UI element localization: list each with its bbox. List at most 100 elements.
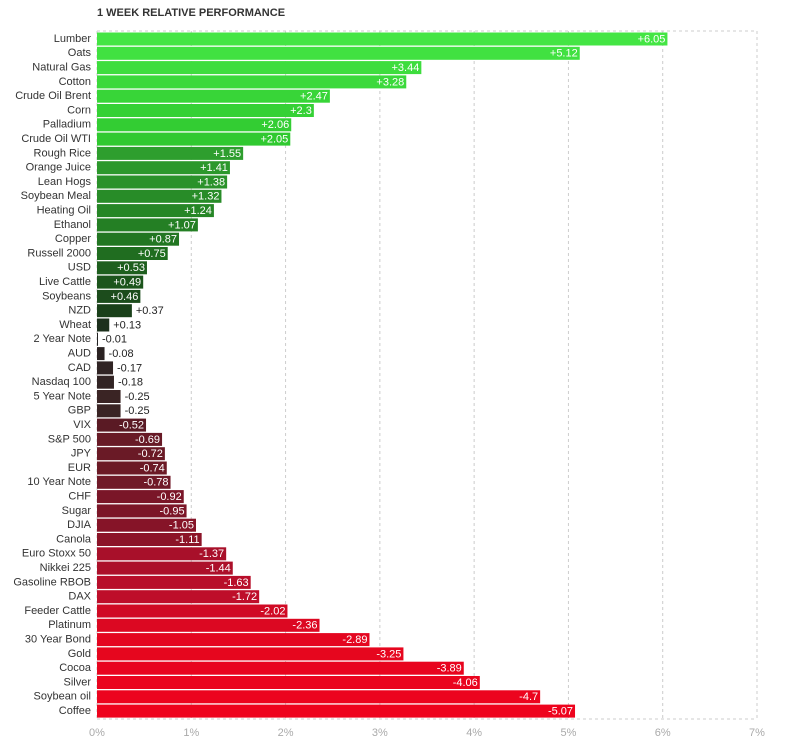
value-label: -0.25 <box>125 391 150 403</box>
value-label: -3.25 <box>376 648 401 660</box>
value-label: +0.53 <box>117 262 145 274</box>
category-label: CHF <box>68 491 91 503</box>
bar <box>97 490 184 504</box>
value-label: -0.52 <box>119 420 144 432</box>
bar <box>97 547 227 561</box>
value-label: -0.18 <box>118 377 143 389</box>
bar <box>97 633 370 647</box>
bar <box>97 118 292 132</box>
category-label: AUD <box>68 348 91 360</box>
value-label: +5.12 <box>550 48 578 60</box>
category-label: Coffee <box>59 705 91 717</box>
value-label: +2.47 <box>300 91 328 103</box>
category-label: Heating Oil <box>37 205 91 217</box>
bar <box>97 361 114 375</box>
category-label: EUR <box>68 462 91 474</box>
bar <box>97 475 171 489</box>
bar <box>97 89 330 103</box>
value-label: +1.07 <box>168 219 196 231</box>
category-label: Corn <box>67 104 91 116</box>
bar <box>97 375 114 389</box>
category-label: Oats <box>68 47 92 59</box>
bar <box>97 704 576 718</box>
bar <box>97 604 288 618</box>
value-label: +3.28 <box>376 76 404 88</box>
value-label: +0.46 <box>111 291 139 303</box>
category-label: Crude Oil Brent <box>15 90 91 102</box>
category-label: Ethanol <box>54 219 91 231</box>
value-label: +0.13 <box>113 319 141 331</box>
bar <box>97 390 121 403</box>
bar <box>97 218 198 232</box>
x-tick-label: 7% <box>749 727 765 739</box>
value-label: -2.36 <box>292 620 317 632</box>
value-label: -1.72 <box>232 591 257 603</box>
x-tick-label: 3% <box>372 727 388 739</box>
category-label: Palladium <box>43 119 91 131</box>
bar <box>97 189 222 203</box>
category-label: Live Cattle <box>39 276 91 288</box>
value-label: -3.89 <box>437 663 462 675</box>
category-label: Feeder Cattle <box>24 605 91 617</box>
category-label: Canola <box>56 533 92 545</box>
value-label: -0.92 <box>157 491 182 503</box>
value-label: +0.49 <box>113 277 141 289</box>
category-label: S&P 500 <box>48 433 91 445</box>
value-label: +1.32 <box>192 191 220 203</box>
bar <box>97 204 214 218</box>
value-label: -0.78 <box>143 477 168 489</box>
value-label: -1.63 <box>224 577 249 589</box>
bar <box>97 75 407 89</box>
bar <box>97 575 251 589</box>
category-label: NZD <box>68 305 91 317</box>
value-label: +1.55 <box>213 148 241 160</box>
category-label: Gasoline RBOB <box>13 576 91 588</box>
bar <box>97 289 141 303</box>
bar <box>97 347 105 361</box>
bar <box>97 247 168 260</box>
bar <box>97 647 404 661</box>
bar <box>97 618 320 632</box>
bar <box>97 46 580 60</box>
bar <box>97 533 202 546</box>
category-label: Gold <box>68 648 91 660</box>
bar <box>97 332 98 346</box>
category-label: Soybean Meal <box>21 190 91 202</box>
x-tick-label: 5% <box>560 727 576 739</box>
bar <box>97 61 422 75</box>
category-label: Euro Stoxx 50 <box>22 548 91 560</box>
value-label: +0.37 <box>136 305 164 317</box>
bar <box>97 561 233 575</box>
category-label: 30 Year Bond <box>25 634 91 646</box>
bar <box>97 690 541 704</box>
category-label: Soybean oil <box>34 691 92 703</box>
value-label: +1.41 <box>200 162 228 174</box>
bar <box>97 518 196 532</box>
value-label: -2.89 <box>342 634 367 646</box>
x-tick-label: 4% <box>466 727 482 739</box>
x-tick-label: 0% <box>89 727 105 739</box>
value-label: -0.08 <box>109 348 134 360</box>
category-label: Nikkei 225 <box>40 562 91 574</box>
value-label: -1.05 <box>169 520 194 532</box>
x-tick-label: 1% <box>183 727 199 739</box>
bar <box>97 132 291 146</box>
value-label: +6.05 <box>638 33 666 45</box>
category-label: Nasdaq 100 <box>32 376 91 388</box>
value-label: -0.69 <box>135 434 160 446</box>
bar <box>97 32 668 46</box>
category-label: Lumber <box>54 33 92 45</box>
category-label: Lean Hogs <box>38 176 92 188</box>
bar <box>97 676 480 689</box>
value-label: -2.02 <box>260 605 285 617</box>
value-label: +0.75 <box>138 248 166 260</box>
value-label: -4.06 <box>453 677 478 689</box>
chart-title: 1 WEEK RELATIVE PERFORMANCE <box>97 7 285 19</box>
value-label: -0.01 <box>102 334 127 346</box>
value-label: -0.25 <box>125 405 150 417</box>
bar <box>97 261 147 275</box>
bar <box>97 275 144 289</box>
value-label: -0.17 <box>117 362 142 374</box>
value-label: -1.44 <box>206 563 231 575</box>
value-label: -0.74 <box>140 462 165 474</box>
